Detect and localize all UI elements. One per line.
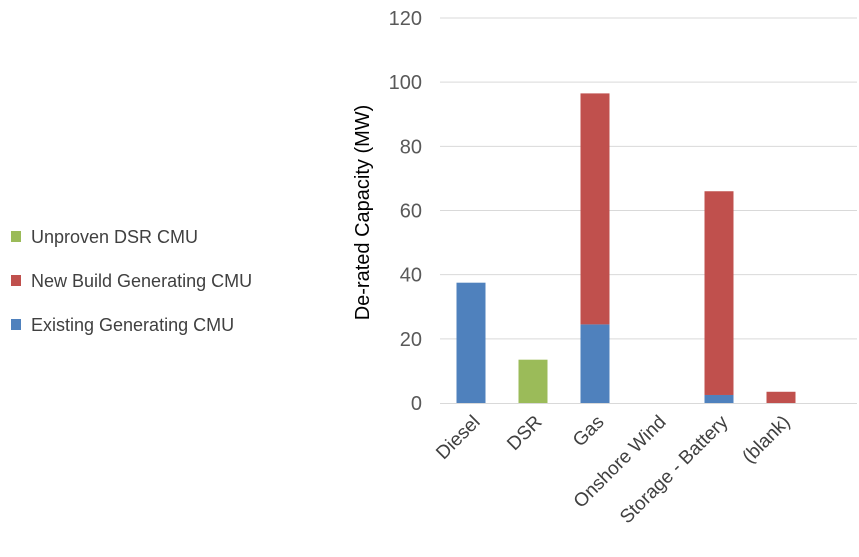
gridlines bbox=[440, 17, 857, 340]
bar-new-build-generating-cmu-gas bbox=[580, 93, 610, 325]
bar-new-build-generating-cmu-storage-battery bbox=[704, 191, 734, 395]
legend-label: Unproven DSR CMU bbox=[31, 227, 198, 247]
legend-swatch bbox=[11, 231, 21, 242]
y-axis-title: De-rated Capacity (MW) bbox=[352, 105, 374, 321]
y-tick-label: 120 bbox=[389, 8, 422, 30]
y-tick-label: 60 bbox=[400, 201, 422, 223]
bars bbox=[456, 93, 796, 403]
bar-existing-generating-cmu-storage-battery bbox=[704, 394, 734, 403]
bar-unproven-dsr-cmu-dsr bbox=[518, 359, 548, 403]
x-tick-label: (blank) bbox=[739, 412, 795, 468]
legend-label: Existing Generating CMU bbox=[31, 315, 234, 335]
x-tick-label: DSR bbox=[503, 412, 546, 455]
legend-label: New Build Generating CMU bbox=[31, 271, 252, 291]
x-tick-label: Gas bbox=[569, 412, 608, 451]
bar-new-build-generating-cmu--blank- bbox=[766, 391, 796, 403]
y-tick-label: 0 bbox=[411, 393, 422, 415]
x-tick-label: Storage - Battery bbox=[616, 411, 733, 528]
y-tick-label: 20 bbox=[400, 329, 422, 351]
y-tick-label: 100 bbox=[389, 72, 422, 94]
y-axis-ticks: 0 20 40 60 80 100 120 bbox=[389, 8, 422, 415]
legend-swatch bbox=[11, 275, 21, 286]
legend-swatch bbox=[11, 319, 21, 330]
legend: Unproven DSR CMU New Build Generating CMU… bbox=[11, 227, 252, 335]
y-tick-label: 80 bbox=[400, 136, 422, 158]
bar-existing-generating-cmu-gas bbox=[580, 324, 610, 403]
y-tick-label: 40 bbox=[400, 265, 422, 287]
bar-existing-generating-cmu-diesel bbox=[456, 282, 486, 403]
x-tick-label: Diesel bbox=[432, 412, 484, 464]
